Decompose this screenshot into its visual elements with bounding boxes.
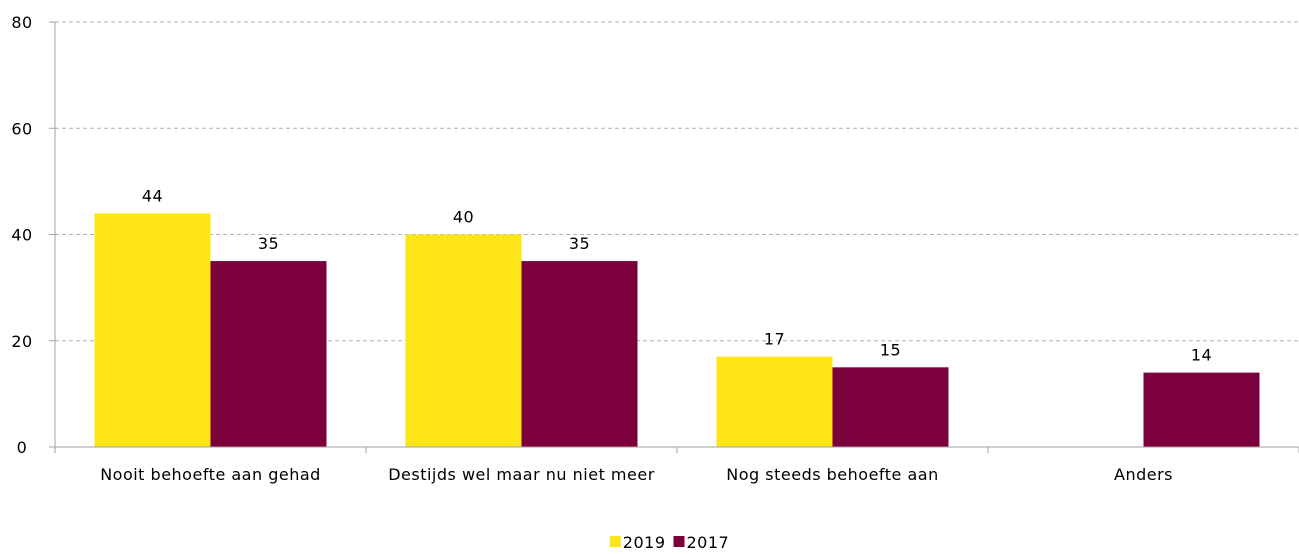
legend: 2019 2017 <box>609 533 730 552</box>
x-tick-label: Destijds wel maar nu niet meer <box>388 465 655 484</box>
legend-swatch <box>609 536 621 547</box>
data-label: 17 <box>764 330 785 349</box>
x-tick-label: Nooit behoefte aan gehad <box>100 465 321 484</box>
y-tick-label: 60 <box>11 119 32 138</box>
legend-swatch <box>673 536 685 547</box>
x-tick-label: Anders <box>1114 465 1173 484</box>
bar <box>210 261 327 447</box>
data-label: 15 <box>880 340 901 359</box>
data-label: 35 <box>569 234 590 253</box>
legend-label: 2019 <box>623 533 666 552</box>
data-label: 35 <box>258 234 279 253</box>
y-tick-label: 0 <box>17 438 28 457</box>
bar <box>521 261 638 447</box>
data-label: 44 <box>142 186 163 205</box>
bar <box>716 356 833 447</box>
bar <box>832 367 949 447</box>
legend-label: 2017 <box>687 533 730 552</box>
y-tick-label: 80 <box>11 13 32 32</box>
x-tick-label: Nog steeds behoefte aan <box>726 465 938 484</box>
y-tick-label: 40 <box>11 226 32 245</box>
bar <box>94 213 211 447</box>
data-label: 14 <box>1191 346 1212 365</box>
bar <box>405 234 522 447</box>
bar <box>1143 372 1260 447</box>
data-label: 40 <box>453 208 474 227</box>
y-tick-label: 20 <box>11 332 32 351</box>
